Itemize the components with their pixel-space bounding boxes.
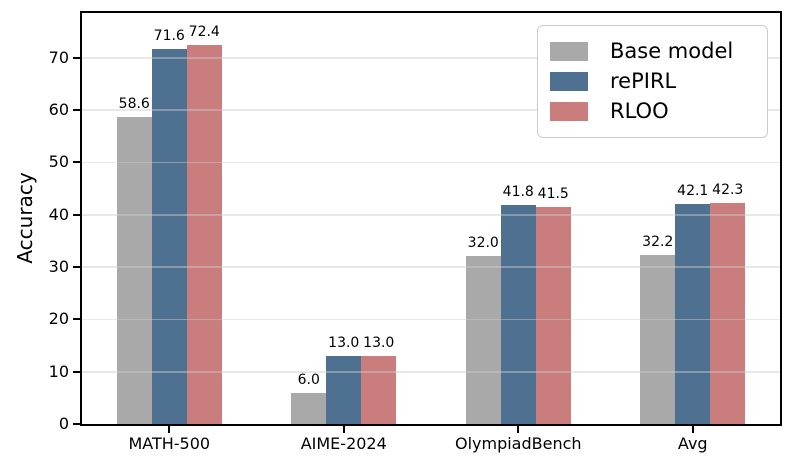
legend-label: RLOO xyxy=(610,99,669,124)
x-axis-tick xyxy=(517,426,520,433)
x-tick-label: OlympiadBench xyxy=(454,434,582,453)
bar-rloo-avg xyxy=(710,202,746,424)
bar-value-label: 41.8 xyxy=(502,184,534,201)
bar-value-label: 32.0 xyxy=(467,235,499,252)
gridline xyxy=(82,266,780,268)
y-axis-tick xyxy=(73,370,80,373)
bar-repirl-aime-2024 xyxy=(326,355,362,424)
y-axis-tick xyxy=(73,423,80,425)
legend-entry-rloo: RLOO xyxy=(550,97,755,127)
bar-value-label: 72.4 xyxy=(188,23,220,40)
bar-value-label: 58.6 xyxy=(118,96,150,113)
bar-base-model-avg xyxy=(640,255,676,424)
y-tick-label: 60 xyxy=(48,99,69,119)
bar-value-label: 41.5 xyxy=(537,185,569,202)
y-tick-label: 40 xyxy=(48,204,69,224)
y-tick-label: 30 xyxy=(48,256,69,276)
y-axis-tick xyxy=(73,213,80,216)
legend-entry-repirl: rePIRL xyxy=(550,66,755,96)
gridline xyxy=(82,214,780,216)
y-tick-label: 50 xyxy=(48,152,69,172)
bar-base-model-aime-2024 xyxy=(291,392,327,424)
x-tick-label: AIME-2024 xyxy=(300,434,387,453)
y-tick-label: 0 xyxy=(58,414,69,433)
bar-value-label: 13.0 xyxy=(328,334,360,351)
bar-base-model-olympiadbench xyxy=(465,256,501,424)
bar-repirl-math-500 xyxy=(151,49,187,424)
legend-swatch-base-model xyxy=(550,41,588,61)
x-axis-tick xyxy=(691,426,694,433)
y-tick-label: 70 xyxy=(48,47,69,67)
bar-rloo-aime-2024 xyxy=(361,355,397,424)
legend-label: Base model xyxy=(610,38,734,63)
bar-value-label: 13.0 xyxy=(363,334,395,351)
y-axis-tick xyxy=(73,56,80,59)
y-tick-label: 20 xyxy=(48,309,69,329)
gridline xyxy=(82,318,780,321)
bar-value-label: 42.1 xyxy=(677,182,709,199)
bar-rloo-math-500 xyxy=(186,44,222,424)
gridline xyxy=(82,57,780,59)
bar-base-model-math-500 xyxy=(116,117,152,424)
gridline xyxy=(82,109,780,111)
bar-value-label: 32.2 xyxy=(642,234,674,251)
y-axis-tick xyxy=(73,108,80,111)
y-tick-label: 10 xyxy=(48,361,69,381)
x-axis-tick xyxy=(342,426,345,433)
x-tick-label: MATH-500 xyxy=(128,434,211,453)
gridline xyxy=(82,371,780,373)
legend-label: rePIRL xyxy=(610,68,677,93)
y-axis-label: Accuracy xyxy=(13,172,37,264)
bar-repirl-olympiadbench xyxy=(500,205,536,424)
legend: Base model rePIRL RLOO xyxy=(537,25,768,138)
legend-swatch-repirl xyxy=(550,71,588,91)
gridline xyxy=(82,161,780,164)
bar-rloo-olympiadbench xyxy=(535,206,571,424)
legend-entry-base-model: Base model xyxy=(550,36,755,66)
bar-value-label: 42.3 xyxy=(712,181,744,198)
legend-swatch-rloo xyxy=(550,102,588,122)
y-axis-tick xyxy=(73,265,80,268)
bar-value-label: 71.6 xyxy=(153,28,185,45)
bar-repirl-avg xyxy=(675,203,711,424)
y-axis-tick xyxy=(73,318,80,321)
x-axis-tick xyxy=(168,426,171,433)
x-tick-label: Avg xyxy=(677,434,708,453)
bar-value-label: 6.0 xyxy=(297,371,320,388)
y-axis-tick xyxy=(73,161,80,164)
